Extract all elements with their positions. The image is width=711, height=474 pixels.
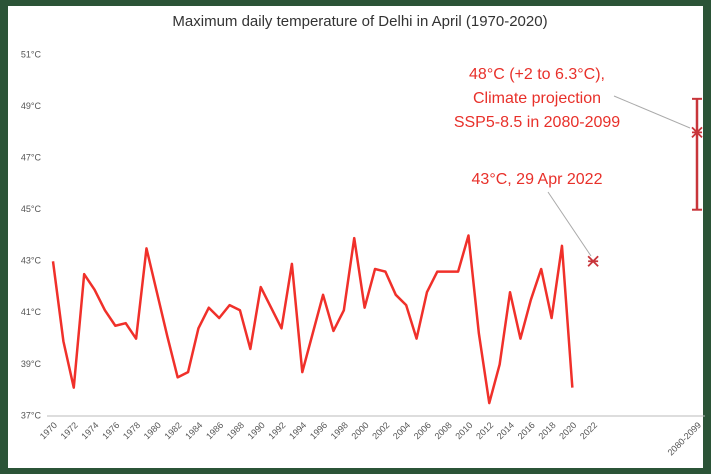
series-line [51, 234, 574, 405]
annotation: 48°C (+2 to 6.3°C), [469, 66, 605, 83]
marker [691, 126, 703, 138]
y-tick-label: 37°C [21, 410, 42, 420]
annotation: Climate projection [473, 90, 601, 107]
y-tick-label: 41°C [21, 307, 42, 317]
y-tick-label: 45°C [21, 204, 42, 214]
marker [587, 255, 599, 267]
y-tick-label: 49°C [21, 101, 42, 111]
y-tick-label: 39°C [21, 359, 42, 369]
y-tick-label: 43°C [21, 256, 42, 266]
chart-title: Maximum daily temperature of Delhi in Ap… [172, 13, 547, 30]
y-tick-label: 51°C [21, 49, 42, 59]
chart-background [8, 6, 703, 468]
y-tick-label: 47°C [21, 153, 42, 163]
annotation-connector [613, 95, 691, 129]
annotation: 43°C, 29 Apr 2022 [472, 171, 603, 188]
annotation: SSP5-8.5 in 2080-2099 [454, 114, 620, 131]
annotation-connector [547, 191, 592, 257]
